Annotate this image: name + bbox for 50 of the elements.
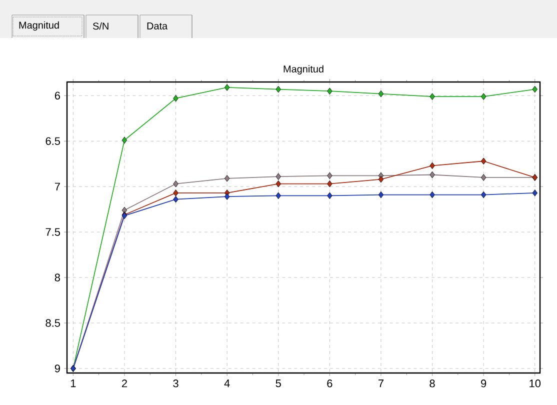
point bbox=[480, 174, 486, 181]
x-tick-label: 3 bbox=[173, 380, 178, 388]
x-tick-label: 2 bbox=[122, 380, 127, 388]
point bbox=[430, 191, 435, 198]
point bbox=[224, 84, 230, 91]
x-tick-label: 9 bbox=[481, 380, 486, 388]
x-tick-label: 5 bbox=[276, 380, 281, 388]
point bbox=[430, 171, 435, 178]
point bbox=[327, 180, 332, 188]
point bbox=[327, 88, 332, 94]
text: S/N bbox=[92, 22, 108, 30]
x-tick-label: 6 bbox=[327, 380, 332, 388]
point bbox=[532, 86, 538, 93]
point bbox=[224, 193, 230, 200]
y-tick-label: 8.5 bbox=[46, 319, 60, 327]
point bbox=[173, 190, 178, 196]
point bbox=[173, 196, 178, 203]
x-tick-label: 10 bbox=[530, 380, 541, 388]
y-tick-label: 7 bbox=[54, 182, 60, 190]
y-tick-label: 8 bbox=[54, 274, 60, 282]
point bbox=[532, 190, 538, 196]
point bbox=[276, 180, 281, 188]
point bbox=[276, 86, 281, 93]
x-tick-label: 4 bbox=[224, 380, 230, 388]
point bbox=[378, 191, 384, 198]
point bbox=[480, 158, 486, 165]
x-tick-label: 8 bbox=[430, 380, 435, 388]
point bbox=[430, 93, 435, 100]
point bbox=[327, 192, 332, 200]
y-tick-label: 9 bbox=[54, 364, 60, 372]
x-tick-label: 1 bbox=[70, 380, 76, 388]
point bbox=[378, 90, 384, 98]
x-tick-label: 7 bbox=[378, 380, 384, 388]
text: Data bbox=[147, 22, 168, 30]
point bbox=[480, 191, 486, 198]
point bbox=[122, 136, 128, 144]
y-tick-label: 7.5 bbox=[46, 228, 60, 236]
point bbox=[276, 173, 281, 180]
point bbox=[378, 176, 384, 183]
point bbox=[173, 94, 178, 102]
y-tick-label: 6 bbox=[54, 92, 60, 100]
text: Magnitud bbox=[19, 21, 59, 31]
chart-title: Magnitud bbox=[284, 65, 324, 74]
point bbox=[327, 172, 332, 180]
point bbox=[480, 93, 486, 100]
point bbox=[430, 162, 435, 170]
point bbox=[276, 192, 281, 200]
point bbox=[173, 180, 178, 188]
point bbox=[224, 174, 230, 182]
y-tick-label: 6.5 bbox=[46, 137, 60, 145]
